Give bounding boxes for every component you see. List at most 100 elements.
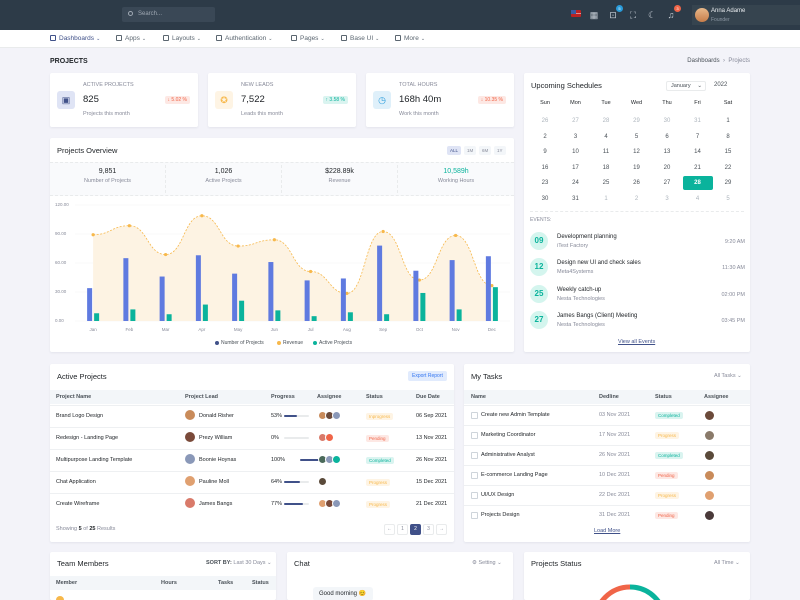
table-row[interactable]: Redesign - Landing Page Prezy William 0% Pe… [50, 427, 454, 449]
task-checkbox[interactable] [471, 412, 478, 419]
search-input[interactable]: Search... [122, 7, 215, 22]
calendar-day[interactable]: 4 [604, 133, 608, 140]
calendar-day[interactable]: 31 [572, 195, 579, 202]
calendar-day[interactable]: 27 [663, 180, 671, 186]
bell-icon[interactable]: ♫ 3 [665, 5, 681, 21]
calendar-day[interactable]: 14 [694, 149, 701, 155]
calendar-day[interactable]: 2 [634, 195, 639, 202]
event-item[interactable]: 27 James Bangs (Client) Meeting Nesta Tech… [530, 311, 745, 333]
export-report-button[interactable]: Export Report [408, 371, 447, 381]
table-row[interactable]: Brand Logo Design Donald Risher 53% Inprogr… [50, 405, 454, 427]
calendar-day[interactable]: 9 [543, 149, 547, 155]
event-item[interactable]: 09 Development planning iTest Factory 9:20 … [530, 232, 745, 254]
fullscreen-icon[interactable]: ⛶ [629, 10, 637, 20]
filter-1y-button[interactable]: 1Y [494, 146, 506, 155]
calendar-day[interactable]: 21 [694, 164, 701, 171]
avatar[interactable] [332, 499, 341, 508]
calendar-day[interactable]: 6 [665, 133, 669, 140]
calendar-day[interactable]: 23 [541, 180, 549, 186]
task-checkbox[interactable] [471, 452, 478, 459]
calendar-day[interactable]: 27 [572, 118, 579, 124]
view-all-events-link[interactable]: View all Events [618, 339, 656, 345]
legend-revenue[interactable]: Revenue [277, 340, 303, 346]
legend-active-projects[interactable]: Active Projects [313, 340, 352, 346]
page-3-button[interactable]: 3 [423, 524, 434, 535]
calendar-day[interactable]: 10 [572, 149, 579, 155]
calendar-day[interactable]: 26 [541, 118, 549, 124]
calendar-day[interactable]: 2 [543, 133, 547, 140]
calendar-day[interactable]: 28 [682, 176, 713, 190]
task-checkbox[interactable] [471, 432, 478, 439]
us-flag-icon[interactable] [571, 10, 581, 17]
calendar-day[interactable]: 1 [726, 118, 730, 124]
menu-more[interactable]: More ⌄ [395, 30, 425, 48]
calendar-day[interactable]: 3 [665, 195, 669, 202]
task-row[interactable]: UI/UX Design 22 Dec 2021 Progress [464, 485, 750, 505]
calendar-day[interactable]: 4 [695, 195, 700, 202]
task-row[interactable]: E-commerce Landing Page 10 Dec 2021 Pendin… [464, 465, 750, 485]
cart-icon[interactable]: ⊡ 5 [607, 5, 623, 21]
calendar-day[interactable]: 18 [602, 164, 610, 171]
projects-status-filter[interactable]: All Time ⌄ [714, 560, 740, 566]
task-row[interactable]: Marketing Coordinator 17 Nov 2021 Progress [464, 425, 750, 445]
prev-page-button[interactable]: ← [384, 524, 395, 535]
menu-base-ui[interactable]: Base UI ⌄ [341, 30, 379, 48]
calendar-day[interactable]: 26 [633, 180, 640, 186]
menu-authentication[interactable]: Authentication ⌄ [216, 30, 272, 48]
month-select[interactable]: January ⌄ [666, 81, 706, 91]
task-checkbox[interactable] [471, 472, 478, 479]
calendar-day[interactable]: 7 [695, 133, 700, 140]
calendar-day[interactable]: 19 [633, 164, 640, 171]
event-item[interactable]: 12 Design new UI and check sales Meta4Syst… [530, 258, 745, 280]
menu-apps[interactable]: Apps ⌄ [116, 30, 146, 48]
next-page-button[interactable]: → [436, 524, 447, 535]
filter-6m-button[interactable]: 6M [479, 146, 492, 155]
calendar-day[interactable]: 12 [633, 149, 640, 155]
calendar-day[interactable]: 29 [633, 118, 640, 124]
calendar-day[interactable]: 3 [573, 133, 578, 140]
tasks-filter[interactable]: All Tasks ⌄ [714, 373, 742, 379]
breadcrumb-parent[interactable]: Dashboards [687, 58, 720, 64]
table-row[interactable]: Multipurpose Landing Template Boonie Hoyn… [50, 449, 454, 471]
calendar-day[interactable]: 15 [724, 149, 732, 155]
calendar-day[interactable]: 24 [572, 180, 579, 186]
task-row[interactable]: Projects Design 31 Dec 2021 Pending [464, 505, 750, 525]
calendar-day[interactable]: 13 [663, 149, 671, 155]
calendar-day[interactable]: 11 [602, 149, 610, 155]
avatar[interactable] [325, 433, 334, 442]
calendar-day[interactable]: 20 [663, 164, 671, 171]
task-row[interactable]: Create new Admin Template 03 Nov 2021 Comp… [464, 405, 750, 425]
user-menu[interactable]: Anna Adame Founder [692, 5, 800, 25]
page-1-button[interactable]: 1 [397, 524, 408, 535]
table-row[interactable]: Chat Application Pauline Moll 64% Progress 1… [50, 471, 454, 493]
legend-number-of-projects[interactable]: Number of Projects [215, 340, 264, 346]
calendar-day[interactable]: 8 [726, 133, 730, 140]
calendar-day[interactable]: 30 [663, 118, 671, 124]
event-item[interactable]: 25 Weekly catch-up Nesta Technologies 02:00… [530, 285, 745, 307]
calendar-day[interactable]: 29 [724, 180, 732, 186]
team-sort[interactable]: SORT BY: Last 30 Days ⌄ [206, 560, 272, 566]
calendar-day[interactable]: 25 [602, 180, 610, 186]
dark-mode-icon[interactable]: ☾ [647, 10, 657, 20]
page-2-button[interactable]: 2 [410, 524, 421, 535]
avatar[interactable] [332, 455, 341, 464]
calendar-day[interactable]: 22 [724, 164, 732, 171]
filter-1m-button[interactable]: 1M [464, 146, 477, 155]
calendar-day[interactable]: 28 [602, 118, 610, 124]
menu-dashboards[interactable]: Dashboards ⌄ [50, 30, 100, 48]
calendar-day[interactable]: 1 [604, 195, 608, 202]
calendar-day[interactable]: 5 [726, 195, 730, 202]
table-row[interactable]: Create Wireframe James Bangs 77% Progress 21… [50, 493, 454, 515]
menu-pages[interactable]: Pages ⌄ [291, 30, 325, 48]
calendar-day[interactable]: 31 [694, 118, 701, 124]
apps-grid-icon[interactable]: ▦ [589, 10, 599, 20]
calendar-day[interactable]: 30 [541, 195, 549, 202]
task-row[interactable]: Administrative Analyst 26 Nov 2021 Complet… [464, 445, 750, 465]
avatar[interactable] [318, 477, 327, 486]
menu-layouts[interactable]: Layouts ⌄ [163, 30, 201, 48]
load-more-link[interactable]: Load More [594, 528, 621, 534]
avatar[interactable] [332, 411, 341, 420]
calendar-day[interactable]: 17 [572, 164, 579, 171]
chat-settings[interactable]: ⚙ Setting ⌄ [472, 560, 502, 566]
filter-all-button[interactable]: ALL [447, 146, 462, 155]
